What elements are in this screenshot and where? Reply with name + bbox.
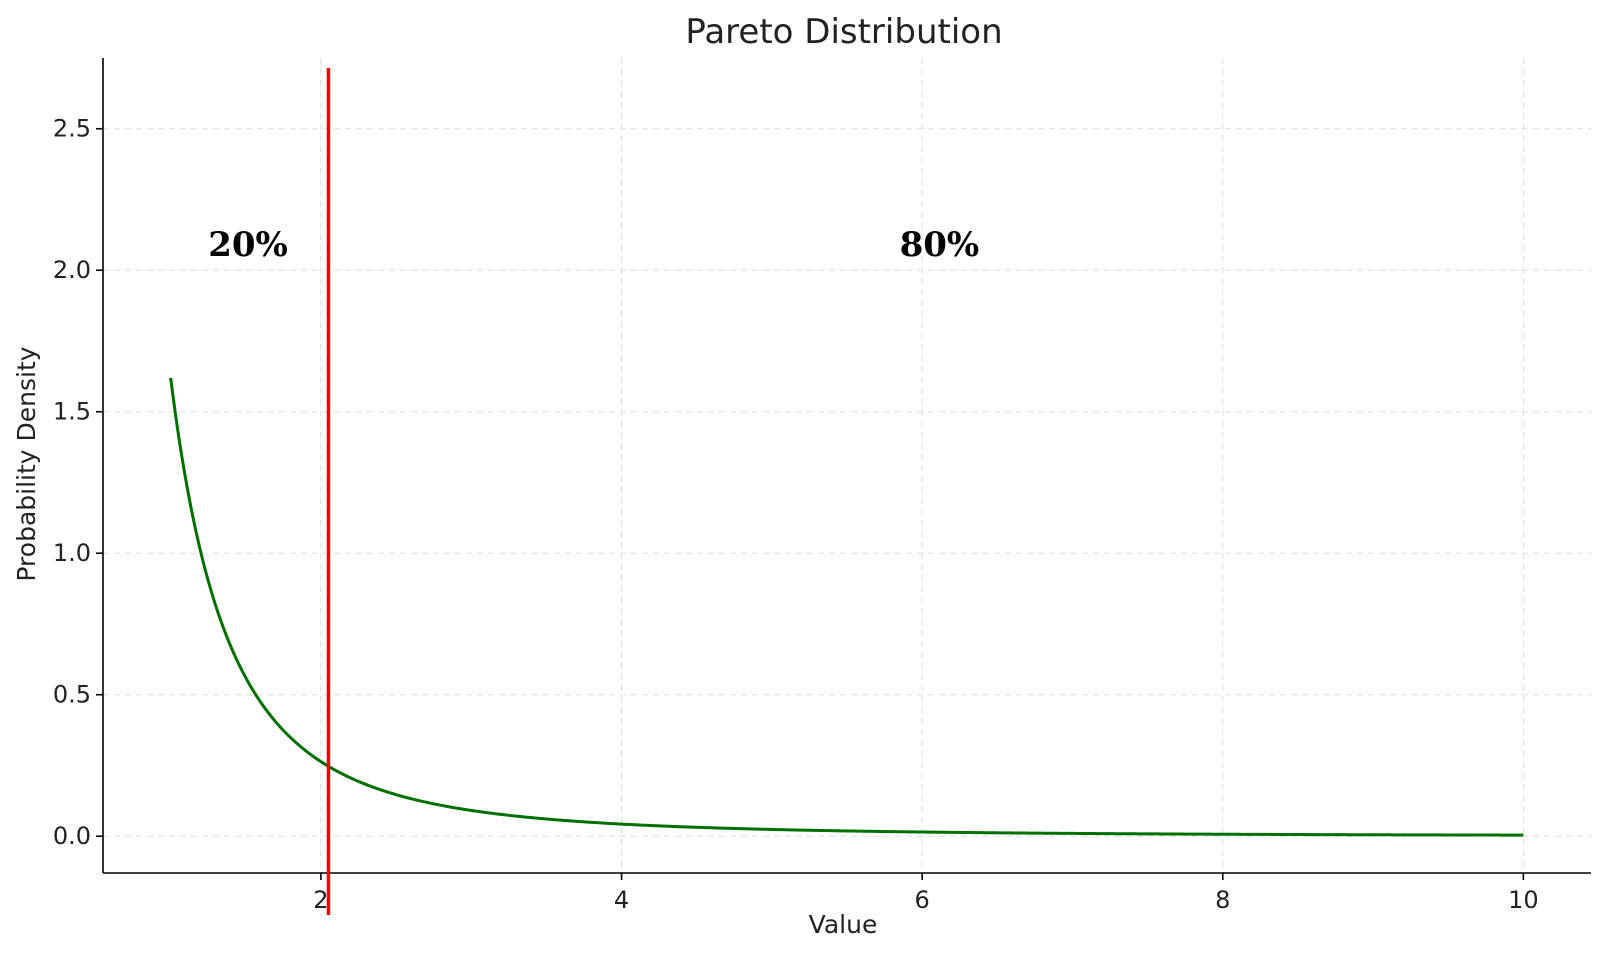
y-tick-label: 0.5 <box>53 681 91 709</box>
x-tick-label: 6 <box>915 886 930 914</box>
x-tick-label: 4 <box>614 886 629 914</box>
y-tick-label: 0.0 <box>53 822 91 850</box>
y-tick-label: 2.5 <box>53 115 91 143</box>
chart-title: Pareto Distribution <box>685 12 1002 52</box>
y-axis-label: Probability Density <box>12 346 41 581</box>
annotations: 20% 80% <box>208 225 979 265</box>
x-tick-label: 10 <box>1508 886 1539 914</box>
annotation-label: 20% <box>208 225 288 265</box>
annotation-label: 80% <box>900 225 980 265</box>
axes <box>102 58 1591 874</box>
y-tick-label: 1.0 <box>53 539 91 567</box>
x-tick-label: 8 <box>1215 886 1230 914</box>
ticks: 2 4 6 8 10 0.0 0.5 1.0 1.5 2.0 2.5 <box>53 115 1539 914</box>
grid <box>103 58 1591 873</box>
pareto-density-curve <box>169 377 1524 837</box>
x-axis-label: Value <box>809 910 878 939</box>
x-tick-label: 2 <box>313 886 328 914</box>
y-tick-label: 2.0 <box>53 256 91 284</box>
y-tick-label: 1.5 <box>53 398 91 426</box>
